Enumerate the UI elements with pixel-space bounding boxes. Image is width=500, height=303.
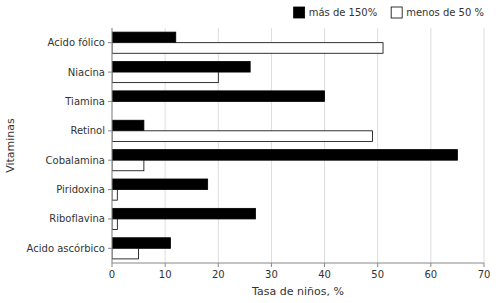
tick-mark: [271, 263, 272, 267]
x-axis-line: [112, 263, 484, 264]
tick-mark: [324, 263, 325, 267]
y-axis-line: [112, 28, 113, 263]
tick-label: 70: [478, 269, 491, 280]
legend-item: menos de 50 %: [391, 7, 484, 18]
bar: [112, 179, 208, 190]
tick-label: 50: [371, 269, 384, 280]
legend-swatch: [294, 7, 305, 18]
bar: [112, 72, 218, 83]
tick-mark: [430, 263, 431, 267]
x-axis: 0 10 20 30 40 50 60 70: [109, 263, 491, 280]
bars: [112, 32, 457, 259]
category-tick: [108, 130, 112, 131]
bar: [112, 91, 325, 102]
tick-label: 10: [159, 269, 172, 280]
category-label: Tiamina: [64, 96, 105, 107]
tick-label: 40: [318, 269, 331, 280]
bar: [112, 190, 117, 201]
category-tick: [108, 101, 112, 102]
y-axis: Acido fólico Niacina Tiamina Retinol Cobalam…: [27, 28, 112, 263]
grid-line: [377, 28, 378, 263]
chart-svg: 0 10 20 30 40 50 60 70 Acido fólico Niacina Tiamin…: [0, 0, 500, 303]
y-axis-title: Vitaminas: [4, 118, 17, 173]
grid-line: [112, 28, 113, 263]
x-axis-title: Tasa de niños, %: [251, 285, 344, 298]
grid-line: [430, 28, 431, 263]
grid-line: [271, 28, 272, 263]
tick-mark: [218, 263, 219, 267]
chart-container: 0 10 20 30 40 50 60 70 Acido fólico Niacina Tiamin…: [0, 0, 500, 303]
tick-mark: [165, 263, 166, 267]
category-label: Piridoxina: [56, 184, 105, 195]
category-tick: [108, 42, 112, 43]
category-tick: [108, 72, 112, 73]
legend-label: menos de 50 %: [406, 7, 484, 18]
bar: [112, 150, 457, 161]
legend-label: más de 150%: [309, 7, 378, 18]
bar: [112, 238, 170, 249]
category-tick: [108, 218, 112, 219]
bar: [112, 32, 176, 43]
bar: [112, 160, 144, 171]
category-label: Riboflavina: [49, 213, 105, 224]
category-tick: [108, 189, 112, 190]
category-label: Acido fólico: [48, 37, 105, 48]
bar: [112, 131, 372, 142]
category-label: Retinol: [70, 125, 105, 136]
grid: [112, 28, 484, 263]
bar: [112, 219, 117, 230]
category-label: Niacina: [68, 67, 105, 78]
tick-label: 30: [265, 269, 278, 280]
bar: [112, 61, 250, 72]
bar: [112, 248, 139, 259]
bar: [112, 120, 144, 131]
tick-label: 20: [212, 269, 225, 280]
legend-item: más de 150%: [294, 7, 378, 18]
tick-mark: [112, 263, 113, 267]
category-tick: [108, 248, 112, 249]
tick-mark: [377, 263, 378, 267]
category-tick: [108, 160, 112, 161]
category-label: Acido ascórbico: [27, 243, 105, 254]
grid-line: [484, 28, 485, 263]
bar: [112, 43, 383, 54]
grid-line: [324, 28, 325, 263]
legend: más de 150% menos de 50 %: [294, 7, 484, 18]
category-label: Cobalamina: [46, 155, 105, 166]
bar: [112, 208, 255, 219]
tick-label: 0: [109, 269, 115, 280]
tick-mark: [484, 263, 485, 267]
tick-label: 60: [424, 269, 437, 280]
legend-swatch: [391, 7, 402, 18]
